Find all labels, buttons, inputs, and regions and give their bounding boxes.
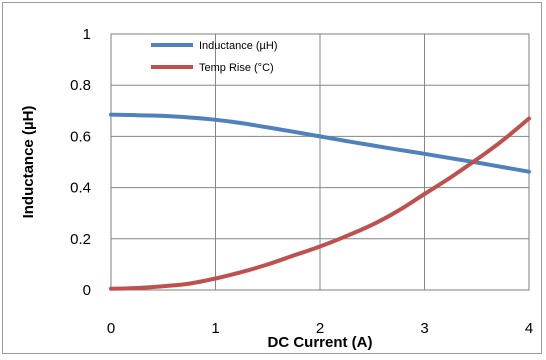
- x-tick-label: 2: [316, 320, 324, 337]
- chart-frame: 0 0.2 0.4 0.6 0.8 1 0 1 2 3 4 Inductance (µH) Temp …: [2, 2, 542, 354]
- legend-label: Inductance (µH): [199, 40, 277, 52]
- y-tick-label: 0: [83, 282, 91, 299]
- x-tick-label: 0: [107, 320, 115, 337]
- y-axis-title: Inductance (µH): [20, 106, 37, 219]
- series: [109, 112, 531, 291]
- x-tick-label: 1: [211, 320, 219, 337]
- temp-rise-series-line: [109, 116, 531, 291]
- y-tick-label: 0.8: [70, 77, 91, 94]
- legend-label: Temp Rise (°C): [199, 62, 274, 74]
- x-tick-label: 3: [420, 320, 428, 337]
- y-tick-label: 0.4: [70, 180, 91, 197]
- y-tick-label: 0.6: [70, 128, 91, 145]
- y-tick-label: 1: [83, 26, 91, 43]
- x-tick-label: 4: [525, 320, 533, 337]
- tick-labels: 0 0.2 0.4 0.6 0.8 1 0 1 2 3 4: [70, 26, 533, 337]
- x-axis-title: DC Current (A): [268, 334, 373, 351]
- legend: Inductance (µH) Temp Rise (°C): [151, 40, 277, 74]
- y-tick-label: 0.2: [70, 231, 91, 248]
- line-chart: 0 0.2 0.4 0.6 0.8 1 0 1 2 3 4 Inductance (µH) Temp …: [20, 26, 533, 351]
- inductance-series-line: [109, 112, 531, 174]
